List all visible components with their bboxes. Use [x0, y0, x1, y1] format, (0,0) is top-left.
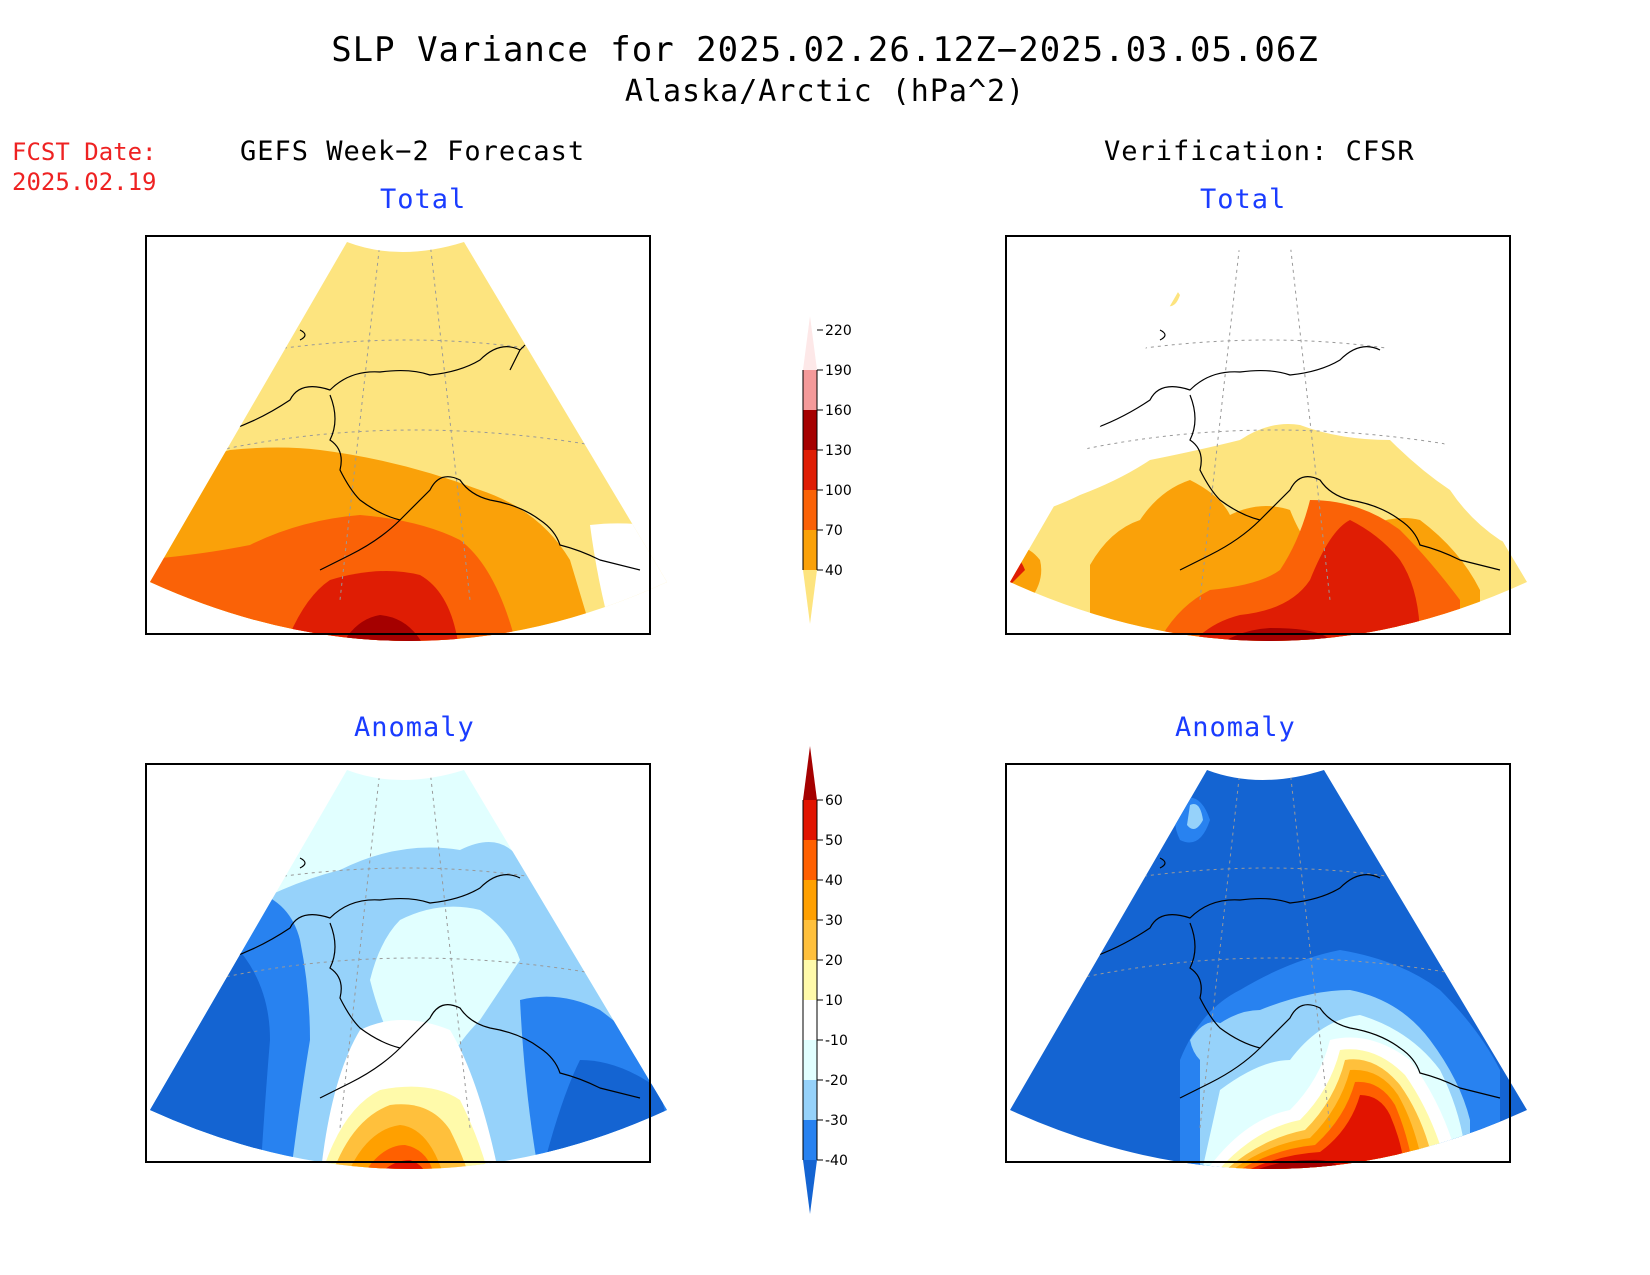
contour-fill-220-plus — [1245, 655, 1290, 660]
contour-fill-below-minus40-west — [150, 937, 270, 1169]
panel-title-forecast-total: Total — [380, 184, 467, 215]
map-verification-anomaly — [1005, 763, 1527, 1169]
colorbar-segment — [803, 880, 817, 920]
colorbar-segment — [803, 410, 817, 450]
contour-fill-160-190 — [335, 615, 430, 641]
colorbar-label: -30 — [825, 1113, 848, 1129]
contour-fill-190-220 — [1225, 644, 1305, 660]
graticule — [219, 242, 621, 601]
panel-title-forecast-anomaly: Anomaly — [354, 712, 475, 743]
panel-title-verification-total: Total — [1200, 184, 1287, 215]
colorbar-label: 50 — [825, 833, 843, 849]
colorbar-border — [802, 370, 818, 570]
colorbar-label: -40 — [825, 1153, 848, 1169]
colorbar-label: 100 — [825, 483, 852, 499]
contour-fill-minus20-to-minus30-north — [1187, 804, 1203, 829]
colorbar-segment — [803, 1040, 817, 1080]
graticule — [1079, 770, 1481, 1129]
contour-fill-60-plus — [1235, 1159, 1350, 1169]
colorbar-label: 160 — [825, 403, 852, 419]
colorbar-segment — [803, 960, 817, 1000]
coastline-alaska — [229, 329, 641, 571]
graticule — [1079, 242, 1481, 601]
colorbar-label: 60 — [825, 793, 843, 809]
colorbar-segment — [803, 1160, 817, 1214]
colorbar-segment — [803, 570, 817, 624]
coastline-alaska — [1089, 857, 1501, 1099]
colorbar-label: -10 — [825, 1033, 848, 1049]
colorbar-segment — [803, 746, 817, 800]
column-title-forecast: GEFS Week−2 Forecast — [240, 136, 586, 167]
colorbar-border — [802, 800, 818, 1160]
map-frame — [145, 235, 651, 635]
colorbar-label: 220 — [825, 323, 852, 339]
coastline-alaska — [229, 857, 641, 1099]
colorbar-segment — [803, 370, 817, 410]
colorbar-label: -20 — [825, 1073, 848, 1089]
colorbar-label: 40 — [825, 873, 843, 889]
column-title-verification: Verification: CFSR — [1104, 136, 1415, 167]
colorbar-segment — [803, 1120, 817, 1160]
map-verification-total — [1005, 235, 1527, 660]
colorbar-segment — [803, 840, 817, 880]
contour-fill-minus20-to-minus30-west — [1190, 1022, 1234, 1070]
map-forecast-anomaly — [145, 763, 667, 1169]
coastline-alaska — [1089, 329, 1501, 571]
colorbar-label: 70 — [825, 523, 843, 539]
contour-fill-130-160 — [1180, 520, 1420, 641]
colorbar-segment — [803, 920, 817, 960]
colorbar-segment — [803, 800, 817, 840]
colorbar-label: 130 — [825, 443, 852, 459]
colorbar-label: 40 — [825, 563, 843, 579]
main-title: SLP Variance for 2025.02.26.12Z−2025.03.… — [331, 30, 1319, 70]
map-frame — [145, 763, 651, 1163]
colorbar-label: 20 — [825, 953, 843, 969]
contour-fill-below-40 — [590, 523, 667, 641]
map-forecast-total — [145, 235, 667, 641]
colorbar-label: 10 — [825, 993, 843, 1009]
contour-fill-160-190 — [1200, 628, 1330, 641]
colorbar-label: 190 — [825, 363, 852, 379]
map-frame — [1005, 763, 1511, 1163]
colorbar-anomaly: -40 -30 -20 -10 10 20 30 40 50 60 — [802, 746, 848, 1214]
colorbar-segment — [803, 530, 817, 570]
contour-fill-50-60 — [1230, 1095, 1405, 1169]
colorbar-label: 30 — [825, 913, 843, 929]
colorbar-segment — [803, 490, 817, 530]
fcst-date-value: 2025.02.19 — [12, 168, 157, 196]
colorbar-segment — [803, 1000, 817, 1040]
colorbar-total: 40 70 100 130 160 190 220 — [802, 316, 852, 624]
colorbar-segment — [803, 450, 817, 490]
fcst-date-label: FCST Date: — [12, 138, 157, 166]
map-frame — [1005, 235, 1511, 635]
contour-fill-50-60 — [375, 1160, 428, 1169]
subtitle: Alaska/Arctic (hPa^2) — [624, 74, 1026, 109]
graticule — [219, 770, 621, 1129]
colorbar-segment — [803, 316, 817, 370]
colorbar-segment — [803, 1080, 817, 1120]
panel-title-verification-anomaly: Anomaly — [1175, 712, 1296, 743]
